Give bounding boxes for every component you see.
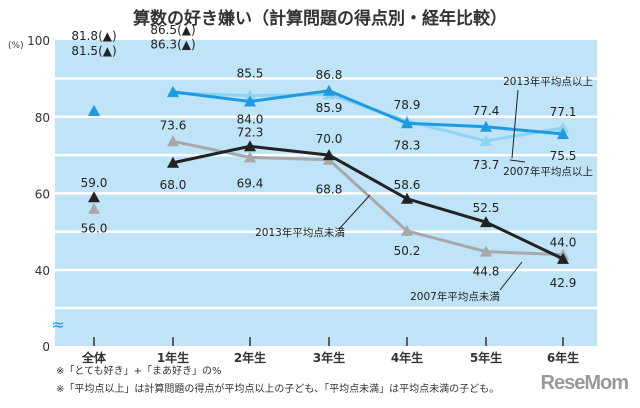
chart-title: 算数の好き嫌い（計算問題の得点別・経年比較） bbox=[133, 9, 507, 29]
data-label: 78.3 bbox=[394, 138, 421, 152]
x-tick-label: 4年生 bbox=[391, 350, 423, 365]
data-point bbox=[88, 202, 100, 214]
data-label: 44.8 bbox=[473, 265, 500, 279]
data-point bbox=[480, 134, 492, 146]
data-point bbox=[167, 156, 179, 168]
data-point bbox=[244, 89, 256, 101]
data-label: 77.1 bbox=[550, 105, 577, 119]
data-label: 69.4 bbox=[237, 176, 264, 190]
series-label: 2013年平均点以上 bbox=[503, 75, 593, 88]
data-point bbox=[167, 85, 179, 97]
data-label: 56.0 bbox=[81, 222, 108, 236]
data-label: 59.0 bbox=[81, 176, 108, 190]
leader-line bbox=[511, 89, 519, 159]
data-point bbox=[557, 128, 569, 140]
data-label: 84.0 bbox=[237, 112, 264, 126]
x-tick-label: 6年生 bbox=[547, 350, 579, 365]
data-label: 70.0 bbox=[316, 132, 343, 146]
y-tick-label: 100 bbox=[27, 34, 50, 48]
data-label: 77.4 bbox=[473, 104, 500, 118]
data-point bbox=[480, 120, 492, 132]
data-label: 86.8 bbox=[316, 68, 343, 82]
series-line bbox=[172, 144, 564, 261]
data-label: 85.9 bbox=[316, 101, 343, 115]
data-point bbox=[88, 105, 100, 117]
y-tick-label: 60 bbox=[35, 187, 50, 201]
data-point bbox=[244, 140, 256, 152]
series-line bbox=[172, 89, 564, 136]
data-point bbox=[480, 216, 492, 228]
note-2: ※「平均点以上」は計算問題の得点が平均点以上の子ども、「平均点未満」は平均点未満… bbox=[56, 384, 500, 395]
data-label: 81.5(▲) bbox=[71, 44, 116, 58]
data-point bbox=[401, 224, 413, 236]
data-label: 58.6 bbox=[394, 178, 421, 192]
y-axis-unit: (%) bbox=[8, 41, 24, 51]
y-tick-label: 0 bbox=[42, 340, 50, 354]
data-label: 73.6 bbox=[160, 118, 187, 132]
data-point bbox=[244, 151, 256, 163]
data-label: 86.5(▲) bbox=[150, 23, 195, 37]
x-tick-label: 5年生 bbox=[470, 350, 502, 365]
leader-line bbox=[509, 159, 526, 163]
data-label: 73.7 bbox=[473, 158, 500, 172]
data-label: 52.5 bbox=[473, 201, 500, 215]
data-label: 75.5 bbox=[550, 149, 577, 163]
data-label: 86.3(▲) bbox=[150, 38, 195, 52]
logo: ReseMom bbox=[540, 372, 629, 394]
y-tick-label: 40 bbox=[35, 264, 50, 278]
x-tick-label: 2年生 bbox=[234, 350, 266, 365]
data-label: 50.2 bbox=[394, 244, 421, 258]
data-label: 78.9 bbox=[394, 98, 421, 112]
series-line bbox=[172, 139, 564, 257]
data-point bbox=[480, 245, 492, 257]
data-label: 85.5 bbox=[237, 67, 264, 81]
y-tick-label: 80 bbox=[35, 111, 50, 125]
data-label: 81.8(▲) bbox=[71, 29, 116, 43]
data-point bbox=[557, 121, 569, 133]
data-point bbox=[557, 252, 569, 264]
leader-line bbox=[339, 194, 371, 229]
data-point bbox=[323, 84, 335, 96]
data-label: 68.0 bbox=[160, 178, 187, 192]
x-tick-label: 全体 bbox=[81, 350, 107, 365]
axis-break-icon: ≈ bbox=[51, 315, 64, 334]
data-label: 42.9 bbox=[550, 276, 577, 290]
data-point bbox=[401, 192, 413, 204]
data-label: 68.8 bbox=[316, 183, 343, 197]
series-label: 2013年平均点未満 bbox=[255, 226, 345, 239]
leader-line bbox=[499, 261, 523, 291]
data-point bbox=[401, 117, 413, 129]
data-label: 44.0 bbox=[550, 236, 577, 250]
data-point bbox=[323, 149, 335, 161]
x-tick-label: 3年生 bbox=[313, 350, 345, 365]
series-label: 2007年平均点未満 bbox=[410, 290, 500, 303]
data-point bbox=[244, 95, 256, 107]
note-1: ※「とても好き」+「まあ好き」の% bbox=[56, 366, 222, 377]
data-point bbox=[88, 191, 100, 203]
data-label: 72.3 bbox=[237, 125, 264, 139]
x-tick-label: 1年生 bbox=[157, 350, 189, 365]
data-point bbox=[167, 135, 179, 147]
series-label: 2007年平均点以上 bbox=[503, 165, 593, 178]
